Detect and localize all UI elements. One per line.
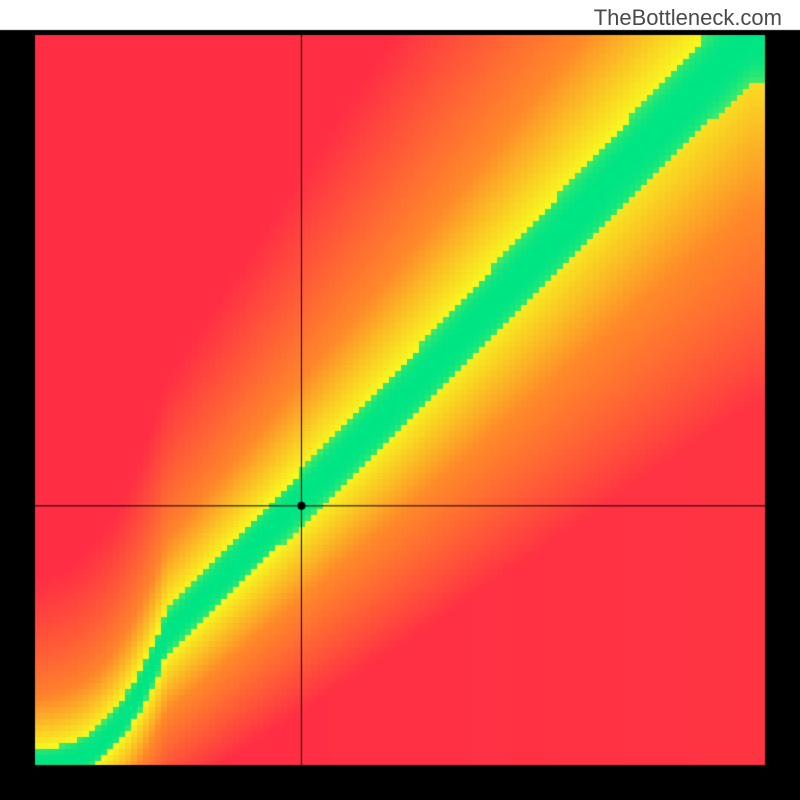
watermark-text: TheBottleneck.com xyxy=(594,5,782,31)
root-container: TheBottleneck.com xyxy=(0,0,800,800)
bottleneck-heatmap-canvas xyxy=(0,0,800,800)
